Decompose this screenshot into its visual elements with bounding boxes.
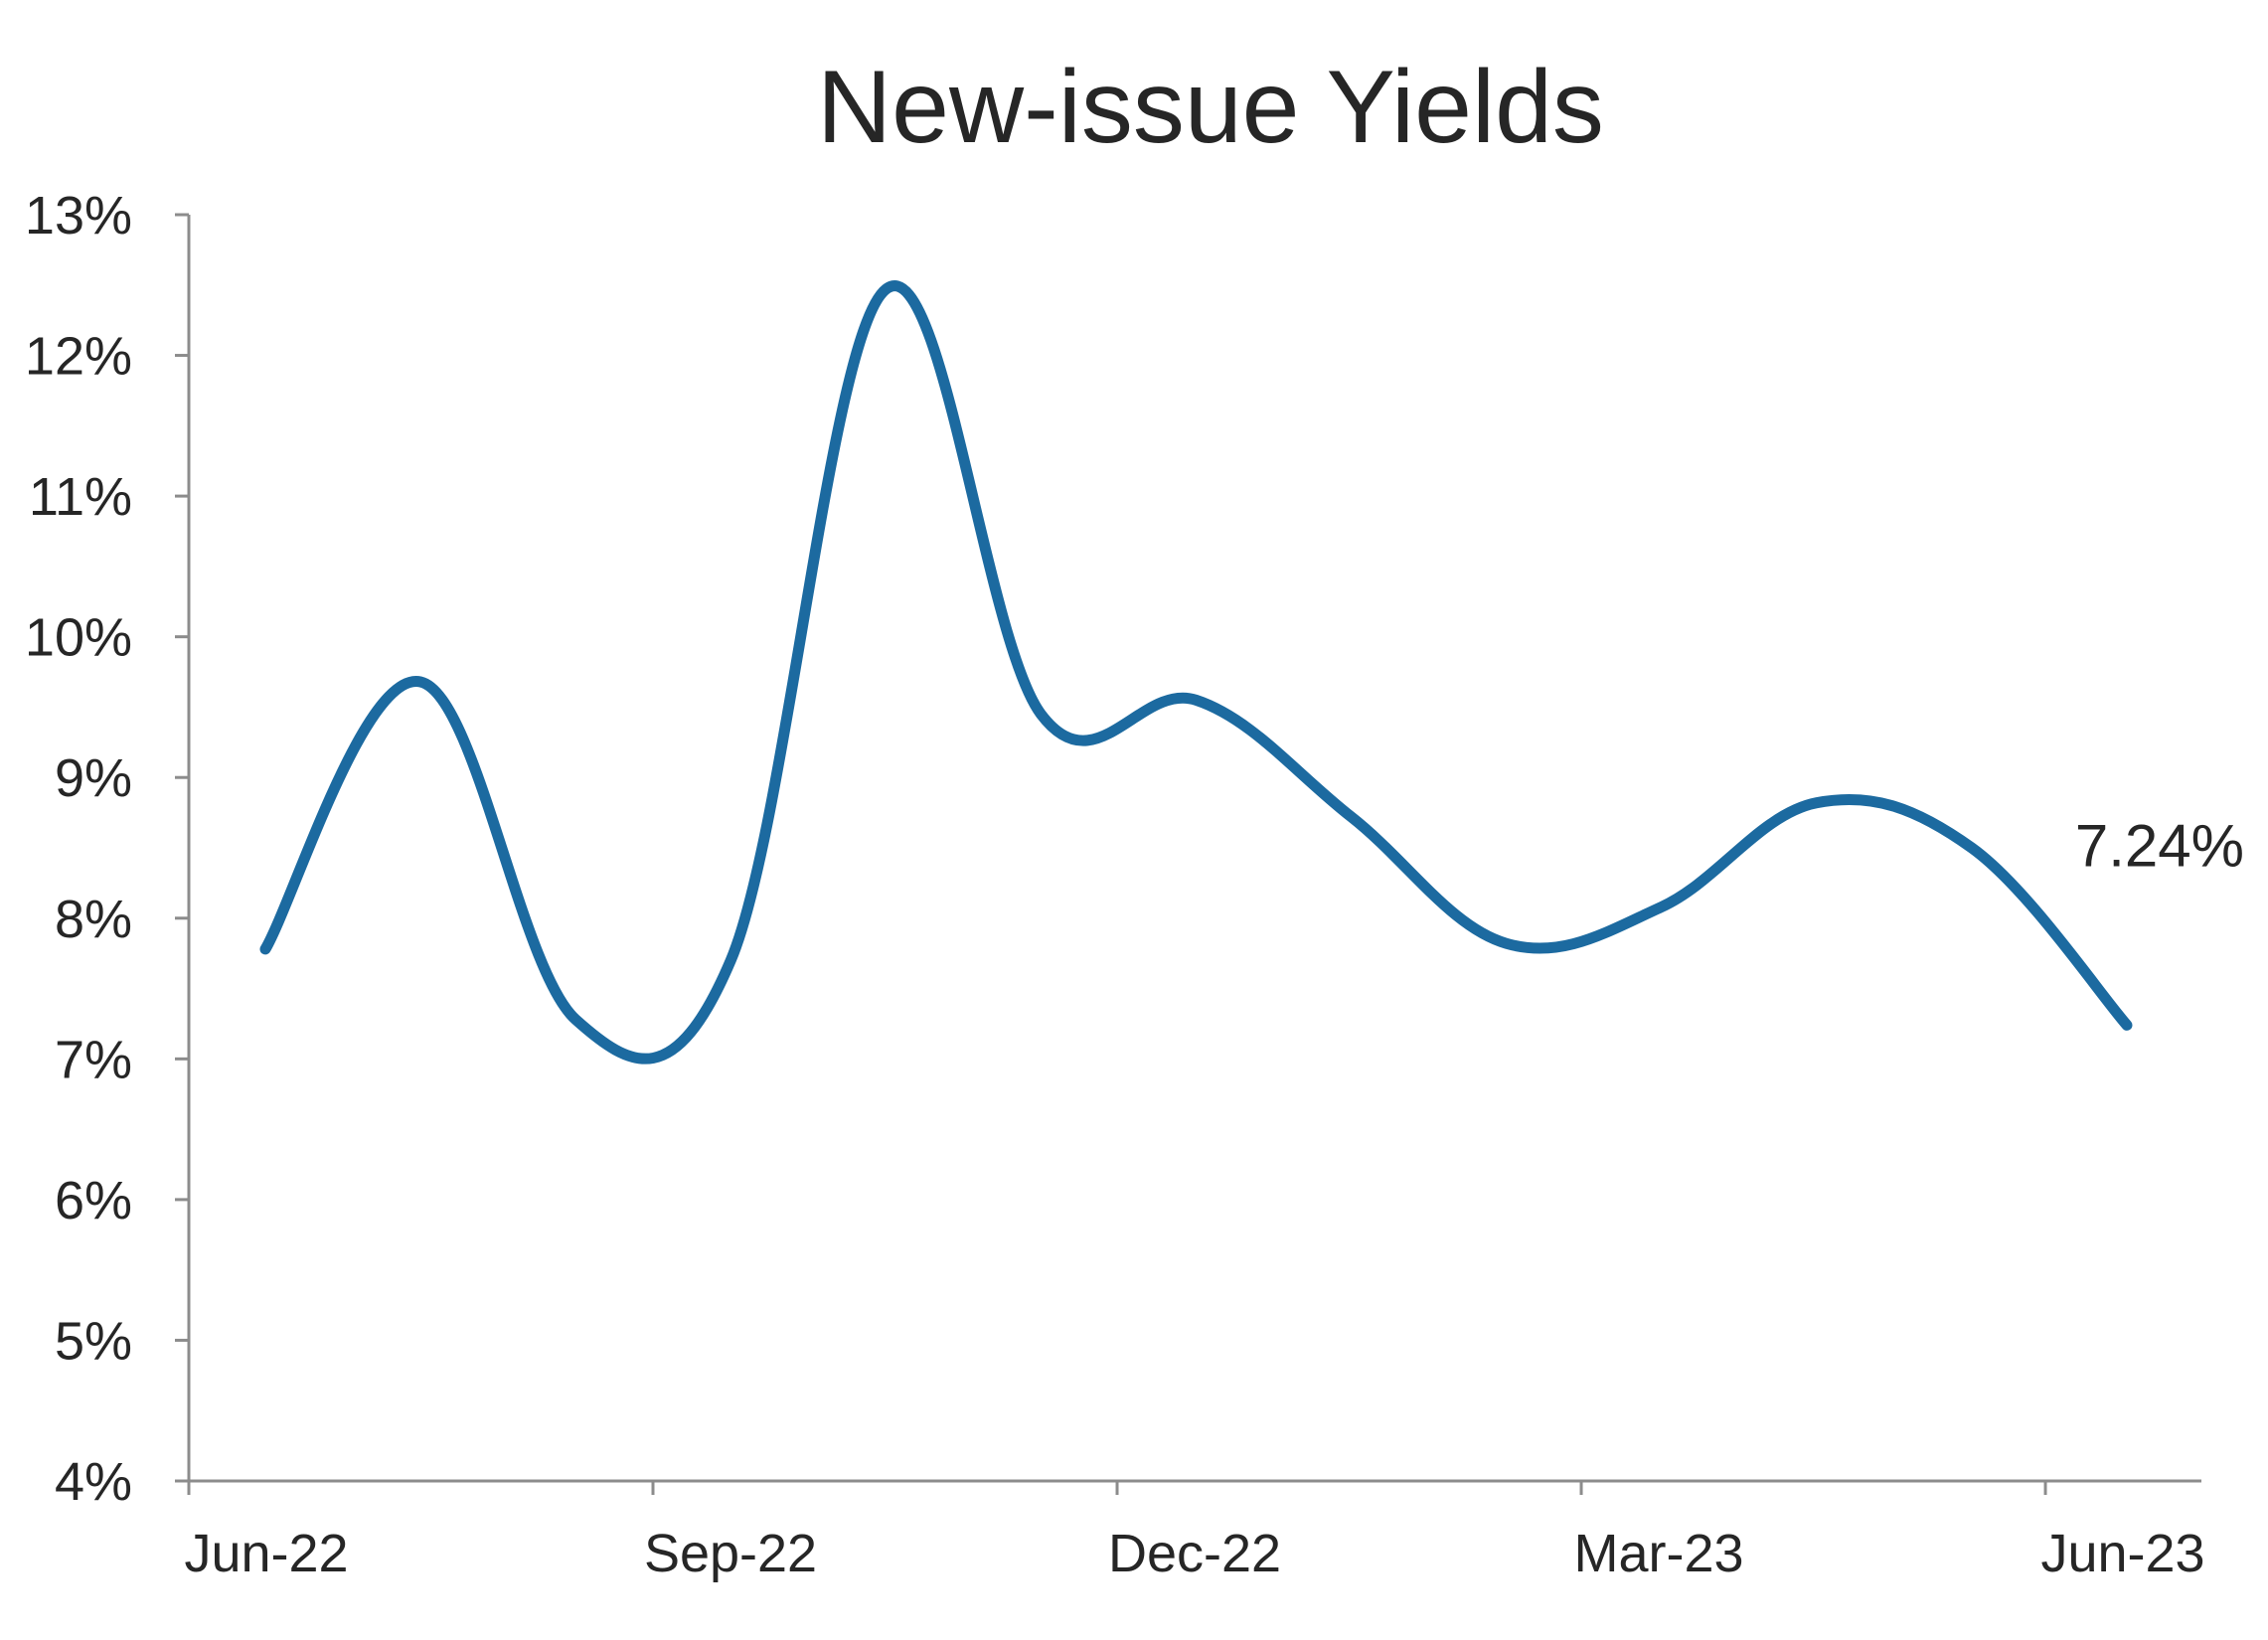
x-axis: Jun-22 Sep-22 Dec-22 Mar-23 Jun-23 — [184, 1479, 2205, 1583]
series-line — [259, 280, 2133, 1065]
x-tick-label: Jun-22 — [184, 1524, 348, 1583]
y-tick-label: 12% — [25, 327, 132, 387]
x-tick-label: Dec-22 — [1108, 1524, 1281, 1583]
y-tick-label: 8% — [55, 890, 132, 949]
plot-area: 7.24% — [259, 280, 2244, 1065]
y-tick-label: 5% — [55, 1311, 132, 1371]
y-tick-label: 9% — [55, 748, 132, 808]
x-tick-label: Mar-23 — [1574, 1524, 1744, 1583]
end-value-label: 7.24% — [2075, 812, 2244, 879]
y-tick-label: 4% — [55, 1452, 132, 1512]
chart-title: New-issue Yields — [817, 50, 1604, 165]
y-tick-label: 10% — [25, 608, 132, 668]
x-tick-label: Jun-23 — [2040, 1524, 2204, 1583]
y-tick-label: 13% — [25, 186, 132, 246]
y-axis: 4% 5% 6% 7% 8% 9% 10% 11% 12% 13% — [25, 186, 191, 1512]
x-tick-label: Sep-22 — [644, 1524, 817, 1583]
y-tick-label: 11% — [29, 467, 132, 527]
y-tick-label: 7% — [55, 1030, 132, 1089]
y-tick-label: 6% — [55, 1171, 132, 1230]
